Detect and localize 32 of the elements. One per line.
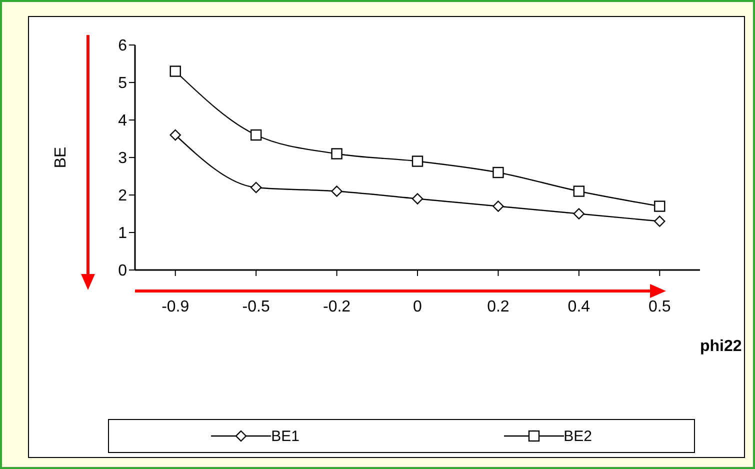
point bbox=[412, 156, 424, 167]
y-tick-label: 5 bbox=[118, 75, 128, 92]
x-tick-label: 0 bbox=[413, 298, 422, 316]
y-tick-label: 4 bbox=[118, 112, 128, 130]
x-tick-label: -0.9 bbox=[162, 298, 190, 316]
point bbox=[492, 200, 504, 212]
x-tick-label: -0.2 bbox=[322, 298, 351, 316]
y-tick-label: 6 bbox=[118, 38, 128, 55]
x-axis-title: phi22 bbox=[700, 338, 742, 356]
point bbox=[170, 66, 181, 77]
point bbox=[250, 182, 262, 194]
point bbox=[654, 200, 666, 212]
point bbox=[573, 208, 585, 220]
x-tick-label: -0.5 bbox=[242, 298, 270, 316]
point bbox=[331, 148, 342, 160]
x-tick-label: 0.2 bbox=[487, 298, 510, 316]
point bbox=[654, 216, 666, 227]
point bbox=[170, 129, 181, 141]
x-tick-label: 0.5 bbox=[648, 298, 671, 316]
y-tick-label: 2 bbox=[118, 188, 128, 205]
point bbox=[250, 129, 262, 141]
y-tick-label: 3 bbox=[118, 150, 128, 168]
x-tick-label: 0.4 bbox=[568, 298, 590, 316]
legend-label: BE2 bbox=[564, 428, 592, 444]
point bbox=[331, 186, 342, 197]
point bbox=[492, 166, 504, 178]
point bbox=[573, 186, 585, 197]
point bbox=[412, 193, 424, 204]
y-tick-label: 0 bbox=[118, 262, 128, 280]
y-tick-label: 1 bbox=[118, 225, 128, 242]
legend-label: BE1 bbox=[271, 428, 300, 444]
y-axis-title: BE bbox=[52, 146, 70, 168]
